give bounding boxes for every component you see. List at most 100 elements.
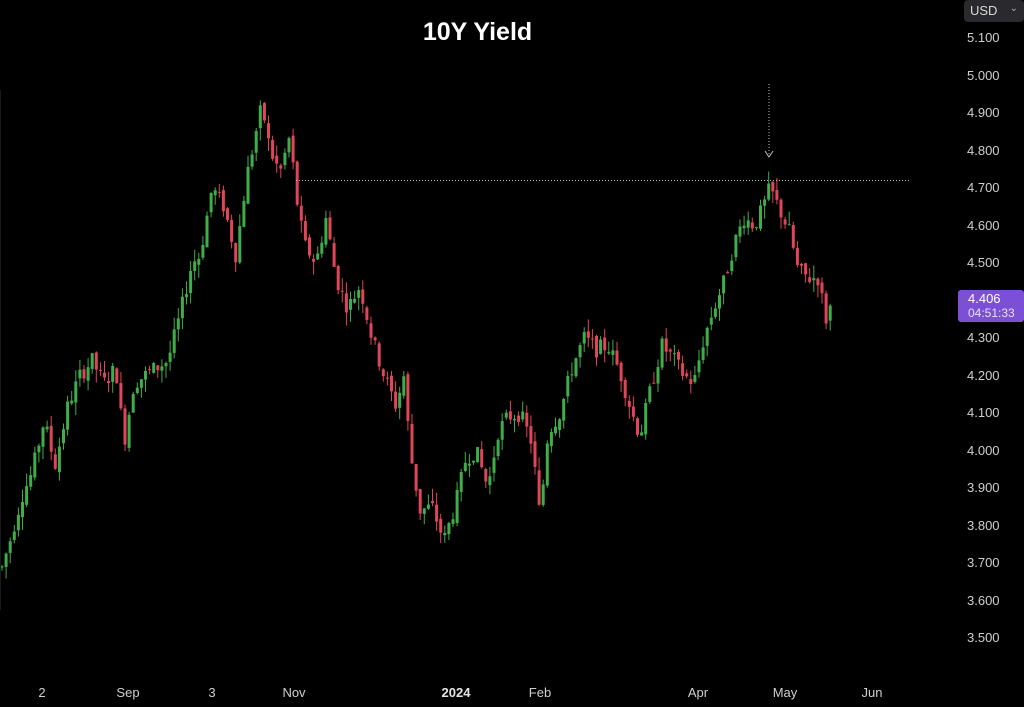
- candle: [29, 466, 33, 491]
- candle: [205, 211, 209, 248]
- candle-body: [115, 368, 119, 384]
- candle-body: [685, 373, 689, 377]
- y-tick-label: 4.100: [967, 405, 1000, 420]
- candle-body: [164, 363, 168, 367]
- candle-body: [340, 290, 344, 292]
- y-tick-label: 4.500: [967, 255, 1000, 270]
- candle-body: [554, 426, 557, 434]
- candle: [586, 319, 590, 348]
- candle-body: [800, 263, 803, 266]
- candle: [566, 370, 570, 403]
- candle-body: [168, 352, 172, 362]
- candle-body: [812, 278, 816, 281]
- candle: [816, 277, 820, 298]
- candle: [144, 366, 147, 392]
- candle-body: [139, 379, 143, 388]
- candle: [439, 513, 443, 544]
- candle: [644, 398, 648, 440]
- candle-body: [709, 317, 713, 325]
- candle-body: [603, 337, 607, 351]
- candle-body: [86, 367, 90, 381]
- candle: [398, 386, 402, 420]
- candle-body: [250, 154, 254, 167]
- candle: [189, 261, 193, 304]
- candle-body: [398, 392, 402, 408]
- candle: [377, 341, 381, 371]
- candle-body: [45, 426, 49, 430]
- candle-body: [672, 353, 676, 355]
- candle: [451, 512, 455, 528]
- candle-body: [824, 293, 828, 324]
- candle-body: [160, 366, 164, 371]
- candle-body: [476, 447, 480, 463]
- candle-body: [320, 242, 324, 254]
- candle-body: [439, 518, 443, 533]
- candle: [390, 371, 393, 402]
- y-tick-label: 3.900: [967, 480, 1000, 495]
- bar-countdown: 04:51:33: [968, 306, 1015, 320]
- candle: [410, 414, 414, 465]
- candle: [246, 155, 250, 205]
- candle: [677, 349, 680, 370]
- current-price: 4.406: [968, 291, 1001, 306]
- candle-body: [623, 379, 627, 399]
- candle: [74, 370, 78, 416]
- candle-body: [426, 504, 430, 509]
- candle-body: [570, 374, 574, 376]
- candle: [33, 446, 37, 481]
- candle: [689, 370, 693, 394]
- candle: [230, 214, 234, 249]
- candle: [570, 362, 574, 383]
- candle-body: [779, 199, 783, 218]
- candle-body: [127, 414, 131, 448]
- candle: [463, 451, 467, 473]
- candle: [299, 195, 303, 233]
- candle: [800, 262, 803, 274]
- candle: [808, 268, 812, 284]
- candle-body: [443, 533, 447, 536]
- candle-body: [78, 369, 82, 379]
- candle-body: [599, 339, 603, 354]
- candle: [0, 564, 4, 571]
- candle: [459, 468, 463, 502]
- current-price-tag: 4.406 04:51:33: [958, 290, 1024, 322]
- candle: [349, 291, 352, 322]
- candle-body: [636, 418, 639, 435]
- candle: [488, 466, 492, 495]
- y-tick-label: 3.500: [967, 630, 1000, 645]
- candle-body: [738, 226, 742, 237]
- candle: [41, 426, 45, 459]
- candle: [812, 265, 816, 292]
- candle: [476, 446, 480, 463]
- candle: [578, 342, 582, 368]
- candle: [418, 488, 422, 520]
- candle-body: [230, 219, 234, 242]
- candle-body: [431, 500, 434, 504]
- candle: [283, 148, 287, 170]
- y-tick-label: 4.700: [967, 180, 1000, 195]
- candle-body: [713, 308, 717, 317]
- candle: [201, 236, 205, 260]
- candle-body: [578, 345, 582, 358]
- candle-body: [513, 418, 516, 421]
- candle: [12, 524, 16, 544]
- candle: [480, 441, 484, 469]
- candle: [631, 396, 635, 422]
- candle-body: [586, 331, 590, 338]
- candle: [615, 341, 619, 366]
- candle-body: [705, 327, 709, 346]
- candle-body: [455, 489, 459, 524]
- candle: [70, 390, 74, 406]
- candle-body: [197, 258, 201, 265]
- candle-body: [664, 338, 668, 352]
- currency-selector[interactable]: USD ⌄: [964, 0, 1024, 22]
- candle-body: [131, 393, 135, 413]
- y-tick-label: 4.600: [967, 217, 1000, 233]
- chart-title: 10Y Yield: [422, 18, 533, 46]
- candle: [754, 226, 758, 231]
- candle-body: [70, 400, 74, 404]
- candle: [636, 416, 639, 438]
- candle-body: [422, 508, 426, 514]
- candle-body: [172, 329, 176, 353]
